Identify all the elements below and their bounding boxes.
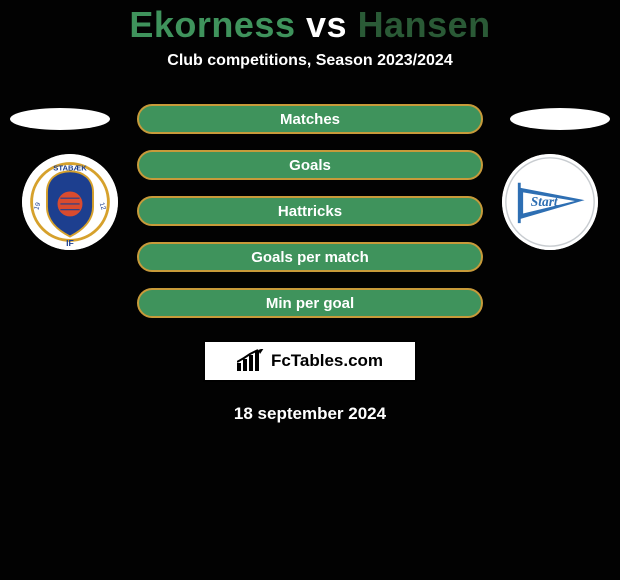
right-stat-ellipse: [510, 108, 610, 130]
title-player-right: Hansen: [358, 4, 491, 45]
title-player-left: Ekorness: [129, 4, 295, 45]
stat-pill-column: Matches Goals Hattricks Goals per match …: [137, 104, 483, 318]
stat-label: Goals: [289, 157, 331, 174]
title-vs: vs: [306, 4, 347, 45]
comparison-area: STABÆK IF 19 12 Start Matches Goals: [0, 104, 620, 318]
page-title: Ekorness vs Hansen: [0, 4, 620, 46]
stat-label: Hattricks: [278, 203, 342, 220]
bars-chart-icon: [237, 351, 265, 371]
stabaek-badge-icon: STABÆK IF 19 12: [22, 154, 118, 250]
brand-text: FcTables.com: [271, 351, 383, 371]
stat-pill-hattricks: Hattricks: [137, 196, 483, 226]
club-logo-right: Start: [502, 154, 598, 250]
left-stat-ellipse: [10, 108, 110, 130]
stat-label: Min per goal: [266, 295, 354, 312]
content-root: Ekorness vs Hansen Club competitions, Se…: [0, 0, 620, 424]
date-text: 18 september 2024: [0, 404, 620, 424]
svg-text:STABÆK: STABÆK: [53, 163, 87, 172]
stat-pill-matches: Matches: [137, 104, 483, 134]
stat-label: Matches: [280, 111, 340, 128]
club-logo-left: STABÆK IF 19 12: [22, 154, 118, 250]
subtitle: Club competitions, Season 2023/2024: [0, 52, 620, 70]
stat-label: Goals per match: [251, 249, 369, 266]
start-badge-icon: Start: [502, 154, 598, 250]
brand-attribution: FcTables.com: [203, 340, 417, 382]
svg-text:Start: Start: [531, 194, 559, 209]
svg-text:IF: IF: [66, 238, 74, 248]
stat-pill-goals: Goals: [137, 150, 483, 180]
stat-pill-min-per-goal: Min per goal: [137, 288, 483, 318]
stat-pill-goals-per-match: Goals per match: [137, 242, 483, 272]
